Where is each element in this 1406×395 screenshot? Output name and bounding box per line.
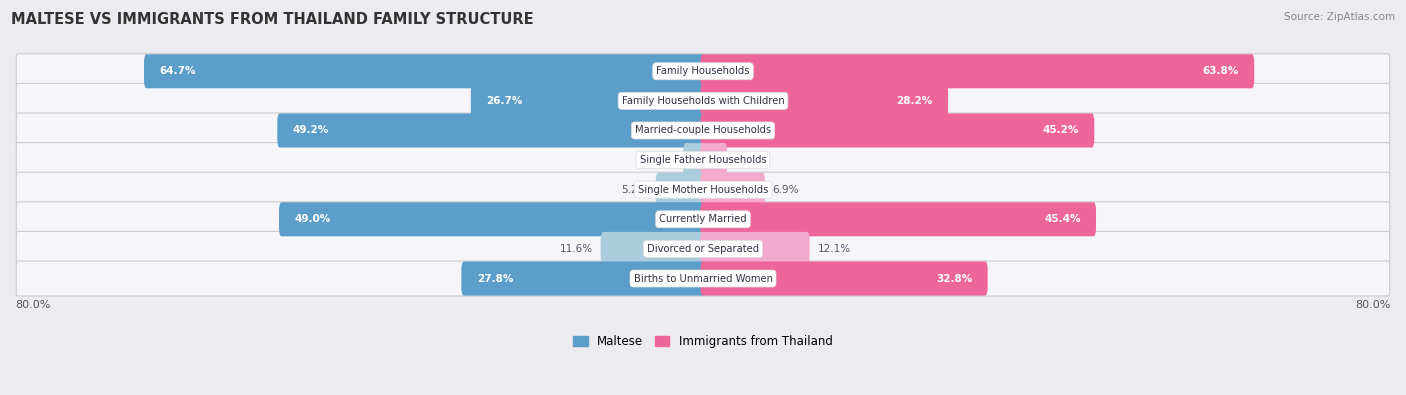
Text: Family Households: Family Households xyxy=(657,66,749,76)
FancyBboxPatch shape xyxy=(600,232,706,266)
FancyBboxPatch shape xyxy=(655,173,706,207)
Text: 12.1%: 12.1% xyxy=(817,244,851,254)
Text: 64.7%: 64.7% xyxy=(159,66,195,76)
FancyBboxPatch shape xyxy=(700,143,727,177)
Text: Single Mother Households: Single Mother Households xyxy=(638,185,768,195)
Legend: Maltese, Immigrants from Thailand: Maltese, Immigrants from Thailand xyxy=(574,335,832,348)
Text: 26.7%: 26.7% xyxy=(486,96,523,106)
FancyBboxPatch shape xyxy=(17,143,1389,178)
Text: 11.6%: 11.6% xyxy=(560,244,593,254)
Text: 49.2%: 49.2% xyxy=(292,126,329,135)
FancyBboxPatch shape xyxy=(683,143,706,177)
Text: MALTESE VS IMMIGRANTS FROM THAILAND FAMILY STRUCTURE: MALTESE VS IMMIGRANTS FROM THAILAND FAMI… xyxy=(11,12,534,27)
Text: 80.0%: 80.0% xyxy=(1355,300,1391,310)
FancyBboxPatch shape xyxy=(17,54,1389,89)
FancyBboxPatch shape xyxy=(700,232,810,266)
Text: Divorced or Separated: Divorced or Separated xyxy=(647,244,759,254)
Text: Births to Unmarried Women: Births to Unmarried Women xyxy=(634,273,772,284)
FancyBboxPatch shape xyxy=(700,173,765,207)
Text: 28.2%: 28.2% xyxy=(897,96,932,106)
Text: 6.9%: 6.9% xyxy=(773,185,799,195)
FancyBboxPatch shape xyxy=(17,83,1389,118)
FancyBboxPatch shape xyxy=(700,202,1097,236)
FancyBboxPatch shape xyxy=(461,261,706,295)
Text: Family Households with Children: Family Households with Children xyxy=(621,96,785,106)
Text: 2.0%: 2.0% xyxy=(650,155,675,165)
FancyBboxPatch shape xyxy=(17,202,1389,237)
FancyBboxPatch shape xyxy=(17,113,1389,148)
Text: 49.0%: 49.0% xyxy=(294,214,330,224)
Text: Currently Married: Currently Married xyxy=(659,214,747,224)
Text: 80.0%: 80.0% xyxy=(15,300,51,310)
Text: 45.2%: 45.2% xyxy=(1042,126,1078,135)
FancyBboxPatch shape xyxy=(700,54,1254,88)
FancyBboxPatch shape xyxy=(700,84,948,118)
Text: Married-couple Households: Married-couple Households xyxy=(636,126,770,135)
Text: 63.8%: 63.8% xyxy=(1202,66,1239,76)
FancyBboxPatch shape xyxy=(17,172,1389,207)
FancyBboxPatch shape xyxy=(471,84,706,118)
FancyBboxPatch shape xyxy=(278,202,706,236)
Text: Source: ZipAtlas.com: Source: ZipAtlas.com xyxy=(1284,12,1395,22)
FancyBboxPatch shape xyxy=(17,261,1389,296)
FancyBboxPatch shape xyxy=(143,54,706,88)
Text: 45.4%: 45.4% xyxy=(1045,214,1081,224)
Text: 27.8%: 27.8% xyxy=(477,273,513,284)
Text: 5.2%: 5.2% xyxy=(621,185,648,195)
FancyBboxPatch shape xyxy=(700,261,987,295)
Text: Single Father Households: Single Father Households xyxy=(640,155,766,165)
FancyBboxPatch shape xyxy=(277,113,706,147)
FancyBboxPatch shape xyxy=(17,231,1389,266)
Text: 32.8%: 32.8% xyxy=(936,273,972,284)
Text: 2.5%: 2.5% xyxy=(735,155,761,165)
FancyBboxPatch shape xyxy=(700,113,1094,147)
